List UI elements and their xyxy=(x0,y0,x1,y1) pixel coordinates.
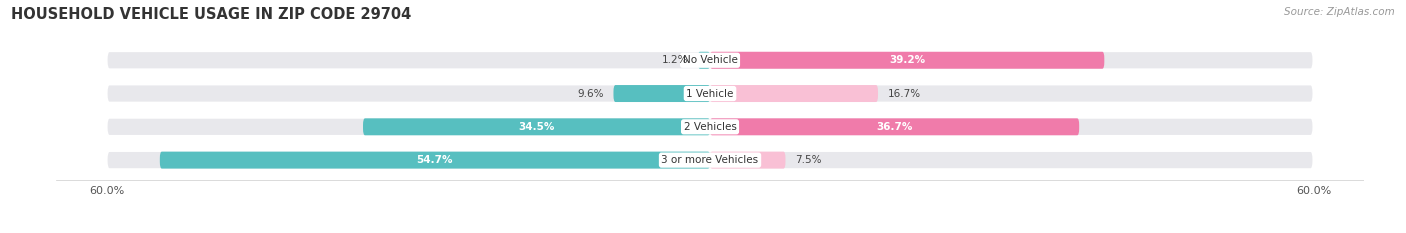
FancyBboxPatch shape xyxy=(710,118,1080,135)
FancyBboxPatch shape xyxy=(710,85,877,102)
Text: 39.2%: 39.2% xyxy=(889,55,925,65)
Text: No Vehicle: No Vehicle xyxy=(682,55,738,65)
Text: 54.7%: 54.7% xyxy=(416,155,453,165)
Text: 1.2%: 1.2% xyxy=(661,55,688,65)
FancyBboxPatch shape xyxy=(710,52,1104,69)
FancyBboxPatch shape xyxy=(107,118,1313,136)
Legend: Owner-occupied, Renter-occupied: Owner-occupied, Renter-occupied xyxy=(588,230,832,233)
Text: Source: ZipAtlas.com: Source: ZipAtlas.com xyxy=(1284,7,1395,17)
Text: 2 Vehicles: 2 Vehicles xyxy=(683,122,737,132)
FancyBboxPatch shape xyxy=(710,152,786,169)
FancyBboxPatch shape xyxy=(697,52,710,69)
Text: 7.5%: 7.5% xyxy=(796,155,823,165)
FancyBboxPatch shape xyxy=(613,85,710,102)
FancyBboxPatch shape xyxy=(107,51,1313,69)
FancyBboxPatch shape xyxy=(363,118,710,135)
Text: 1 Vehicle: 1 Vehicle xyxy=(686,89,734,99)
FancyBboxPatch shape xyxy=(160,152,710,169)
FancyBboxPatch shape xyxy=(107,151,1313,169)
Text: 34.5%: 34.5% xyxy=(519,122,555,132)
Text: 3 or more Vehicles: 3 or more Vehicles xyxy=(661,155,759,165)
Text: HOUSEHOLD VEHICLE USAGE IN ZIP CODE 29704: HOUSEHOLD VEHICLE USAGE IN ZIP CODE 2970… xyxy=(11,7,412,22)
Text: 9.6%: 9.6% xyxy=(576,89,603,99)
FancyBboxPatch shape xyxy=(107,84,1313,103)
Text: 36.7%: 36.7% xyxy=(876,122,912,132)
Text: 16.7%: 16.7% xyxy=(889,89,921,99)
